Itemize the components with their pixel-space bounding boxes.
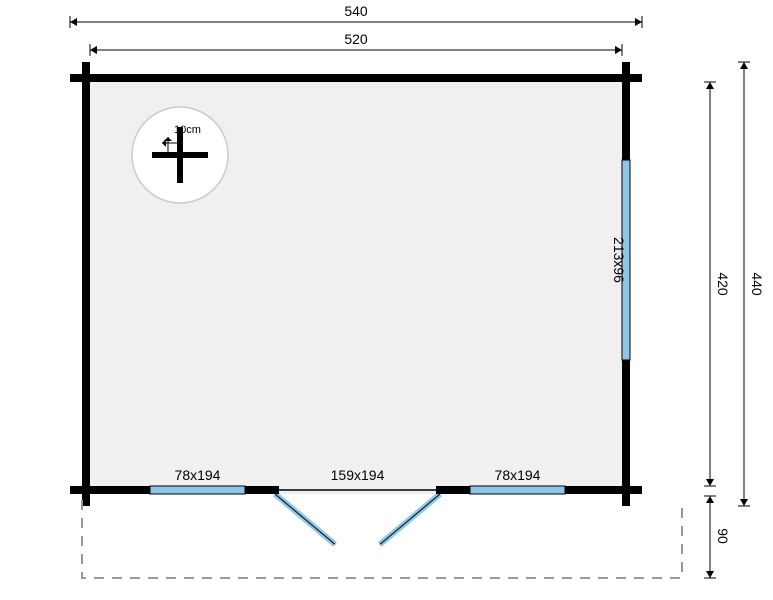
door-leaf-left-hinge <box>271 486 279 494</box>
door-leaf-right-edge <box>380 494 440 544</box>
dim-inner-height-text: 420 <box>715 272 731 296</box>
door-label: 159x194 <box>331 467 385 483</box>
right-window-label: 78x194 <box>495 467 541 483</box>
dim-inner-width-text: 520 <box>344 31 368 47</box>
wall-right-upper <box>622 62 630 160</box>
dim-deck-depth-text: 90 <box>715 528 731 544</box>
wall-bottom-seg-0 <box>70 486 150 494</box>
bottom-right-window <box>470 486 565 494</box>
wall-right-lower <box>622 360 630 506</box>
dim-outer-width-text: 540 <box>344 3 368 19</box>
side-window-label: 213x96 <box>611 237 627 283</box>
door-leaf-left-edge <box>275 494 335 544</box>
dim-outer-height-text: 440 <box>749 272 765 296</box>
wall-top <box>70 74 642 82</box>
door-leaf-right-hinge <box>436 486 444 494</box>
callout-text: 10cm <box>174 124 201 136</box>
wall-bottom-seg-2 <box>440 486 470 494</box>
wall-bottom-seg-1 <box>245 486 275 494</box>
left-window-label: 78x194 <box>175 467 221 483</box>
wall-bottom-seg-3 <box>565 486 642 494</box>
wall-left <box>82 62 90 506</box>
bottom-left-window <box>150 486 245 494</box>
